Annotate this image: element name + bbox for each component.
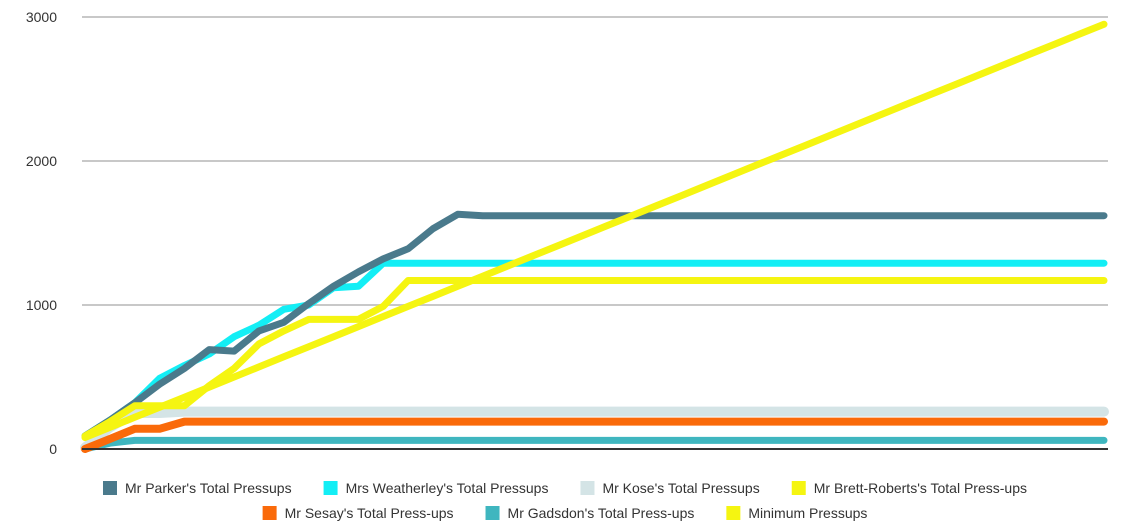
series-line-5 [81, 417, 1108, 453]
y-tick-label: 1000 [26, 297, 57, 313]
series-line-7 [81, 20, 1108, 441]
series-line-1 [81, 210, 1108, 440]
legend: Mr Parker's Total Pressups Mrs Weatherley… [102, 480, 1027, 521]
legend-label: Mr Gadsdon's Total Press-ups [508, 505, 695, 521]
legend-swatch [262, 506, 277, 520]
legend-swatch [726, 506, 741, 520]
y-tick-label: 0 [49, 441, 57, 457]
series-lines [80, 20, 1109, 453]
series-line-6 [81, 436, 1108, 453]
series-line-2 [81, 259, 1108, 440]
legend-label: Mr Sesay's Total Press-ups [285, 505, 454, 521]
legend-swatch [580, 481, 595, 495]
y-axis-tick-labels: 0 1000 2000 3000 [26, 9, 57, 457]
legend-label: Mr Kose's Total Pressups [602, 480, 759, 496]
legend-swatch [791, 481, 806, 495]
series-line-4 [81, 277, 1108, 440]
series-line-3 [80, 406, 1109, 453]
legend-label: Mrs Weatherley's Total Pressups [346, 480, 549, 496]
y-tick-label: 2000 [26, 153, 57, 169]
gridlines [82, 16, 1108, 306]
legend-swatch [323, 481, 338, 495]
legend-label: Mr Parker's Total Pressups [125, 480, 292, 496]
legend-swatch [102, 481, 117, 495]
y-tick-label: 3000 [26, 9, 57, 25]
legend-swatch [485, 506, 500, 520]
legend-label: Mr Brett-Roberts's Total Press-ups [814, 480, 1027, 496]
legend-label: Minimum Pressups [748, 505, 867, 521]
